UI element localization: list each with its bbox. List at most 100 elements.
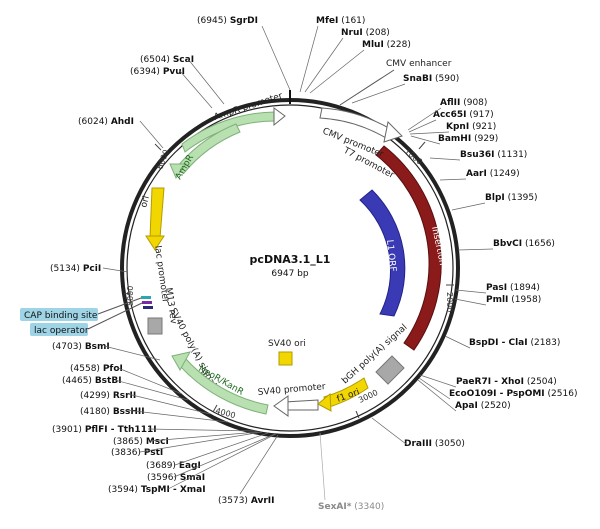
site-leader	[261, 25, 291, 91]
cmv-promoter-arrowhead	[383, 120, 403, 143]
site-leader	[304, 37, 344, 93]
restriction-site-label: (3573) AvrII	[218, 496, 274, 506]
site-position: (3836)	[111, 448, 141, 458]
site-leader	[457, 248, 494, 251]
tick-2000: 2000	[445, 292, 454, 312]
restriction-site-label: BspDI - ClaI (2183)	[469, 338, 560, 348]
restriction-site-label: PmlI (1958)	[486, 295, 541, 305]
site-name: PfoI	[103, 364, 123, 374]
restriction-site-label: BlpI (1395)	[485, 193, 538, 203]
restriction-site-label: (3594) TspMI - XmaI	[108, 485, 206, 495]
site-name: BsmI	[85, 342, 110, 352]
ori-feature	[149, 187, 165, 239]
site-name: MluI	[362, 40, 384, 50]
site-leader	[454, 298, 487, 306]
restriction-site-label: (5134) PciI	[50, 264, 101, 274]
site-position: (3594)	[108, 485, 138, 495]
site-leader	[117, 367, 183, 395]
site-name: PciI	[83, 264, 101, 274]
site-name: SnaBI	[403, 74, 432, 84]
restriction-sites: (6945) SgrDI MfeI (161) NruI (208) MluI (22…	[50, 16, 577, 512]
restriction-site-label: (6394) PvuI	[130, 67, 185, 77]
restriction-site-label: NruI (208)	[341, 28, 390, 38]
site-name: EagI	[179, 461, 201, 471]
site-position: (1249)	[490, 169, 520, 179]
neor-kanr-feature	[179, 357, 269, 415]
site-leader	[114, 379, 189, 401]
site-name: PvuI	[163, 67, 185, 77]
site-leader	[408, 119, 437, 133]
site-leader	[351, 83, 406, 104]
restriction-site-label: Acc65I (917)	[433, 110, 494, 120]
site-position: (917)	[469, 110, 493, 120]
f1-ori-label: f1 ori	[336, 387, 361, 404]
site-name: AflII	[440, 98, 460, 108]
site-leader	[418, 377, 451, 400]
restriction-site-label: BamHI (929)	[438, 134, 498, 144]
site-name: PflFI - Tth111I	[85, 425, 157, 435]
site-position: (3689)	[146, 461, 176, 471]
site-leader	[439, 178, 467, 181]
site-leader	[149, 431, 259, 442]
site-name: AhdI	[111, 117, 134, 127]
restriction-site-label: (3689) EagI	[146, 461, 201, 471]
restriction-site-label: (4299) RsrII	[80, 391, 136, 401]
tick-5000: 5000	[126, 286, 135, 306]
site-name: BstBI	[95, 376, 122, 386]
site-position: (1656)	[525, 239, 555, 249]
bgh-polya-label: bGH poly(A) signal	[340, 323, 409, 387]
restriction-site-label: (6945) SgrDI	[197, 16, 258, 26]
site-position: (3596)	[147, 473, 177, 483]
cap-leader	[97, 297, 142, 315]
site-name: Bsu36I	[460, 150, 495, 160]
site-name: RsrII	[113, 391, 136, 401]
f1-ori-arrowhead	[317, 392, 332, 412]
site-name: EcoO109I - PspOMI	[449, 389, 545, 399]
site-position: (929)	[474, 134, 498, 144]
restriction-site-label: MfeI (161)	[316, 16, 365, 26]
site-position: (1958)	[511, 295, 541, 305]
site-leader	[417, 379, 457, 412]
site-leader	[139, 120, 164, 149]
site-position: (4299)	[80, 391, 110, 401]
restriction-site-label: EcoO109I - PspOMI (2516)	[449, 389, 577, 399]
site-position: (228)	[387, 40, 411, 50]
site-leader	[239, 434, 279, 495]
site-leader	[102, 267, 129, 273]
restriction-site-label: DraIII (3050)	[404, 439, 465, 449]
restriction-site-label: (3596) SmaI	[147, 473, 205, 483]
restriction-site-label: BbvCI (1656)	[493, 239, 555, 249]
site-position: (3573)	[218, 496, 248, 506]
site-name: MscI	[146, 437, 169, 447]
site-position: (3050)	[435, 439, 465, 449]
site-leader	[319, 432, 326, 501]
site-name: KpnI	[446, 122, 469, 132]
restriction-site-label: MluI (228)	[362, 40, 411, 50]
site-position: (4558)	[70, 364, 100, 374]
site-position: (2520)	[481, 401, 511, 411]
site-name: PasI	[486, 283, 507, 293]
restriction-site-label: PasI (1894)	[486, 283, 540, 293]
site-position: (3901)	[52, 425, 82, 435]
cap-binding-site-highlight	[20, 308, 98, 321]
restriction-site-label: (4180) BssHII	[80, 407, 145, 417]
sv40-promoter-feature	[284, 399, 319, 411]
ampr-promoter-feature	[181, 111, 276, 153]
site-position: (1395)	[508, 193, 538, 203]
restriction-site-label: (6504) ScaI	[140, 55, 194, 65]
site-position: (1131)	[497, 150, 527, 160]
lac-promoter-box	[147, 317, 163, 335]
site-leader	[451, 202, 486, 211]
ampr-feature	[175, 123, 241, 174]
site-position: (4180)	[80, 407, 110, 417]
site-position: (5134)	[50, 264, 80, 274]
site-name: BamHI	[438, 134, 471, 144]
site-name: BspDI - ClaI	[469, 338, 528, 348]
l1-orf-label: L1 ORF	[384, 239, 397, 272]
site-name: SmaI	[180, 473, 205, 483]
site-position: (908)	[463, 98, 487, 108]
restriction-site-leaders	[102, 25, 494, 501]
neor-kanr-arrowhead	[171, 351, 191, 372]
restriction-site-label: SnaBI (590)	[403, 74, 459, 84]
restriction-site-label: AflII (908)	[440, 98, 487, 108]
